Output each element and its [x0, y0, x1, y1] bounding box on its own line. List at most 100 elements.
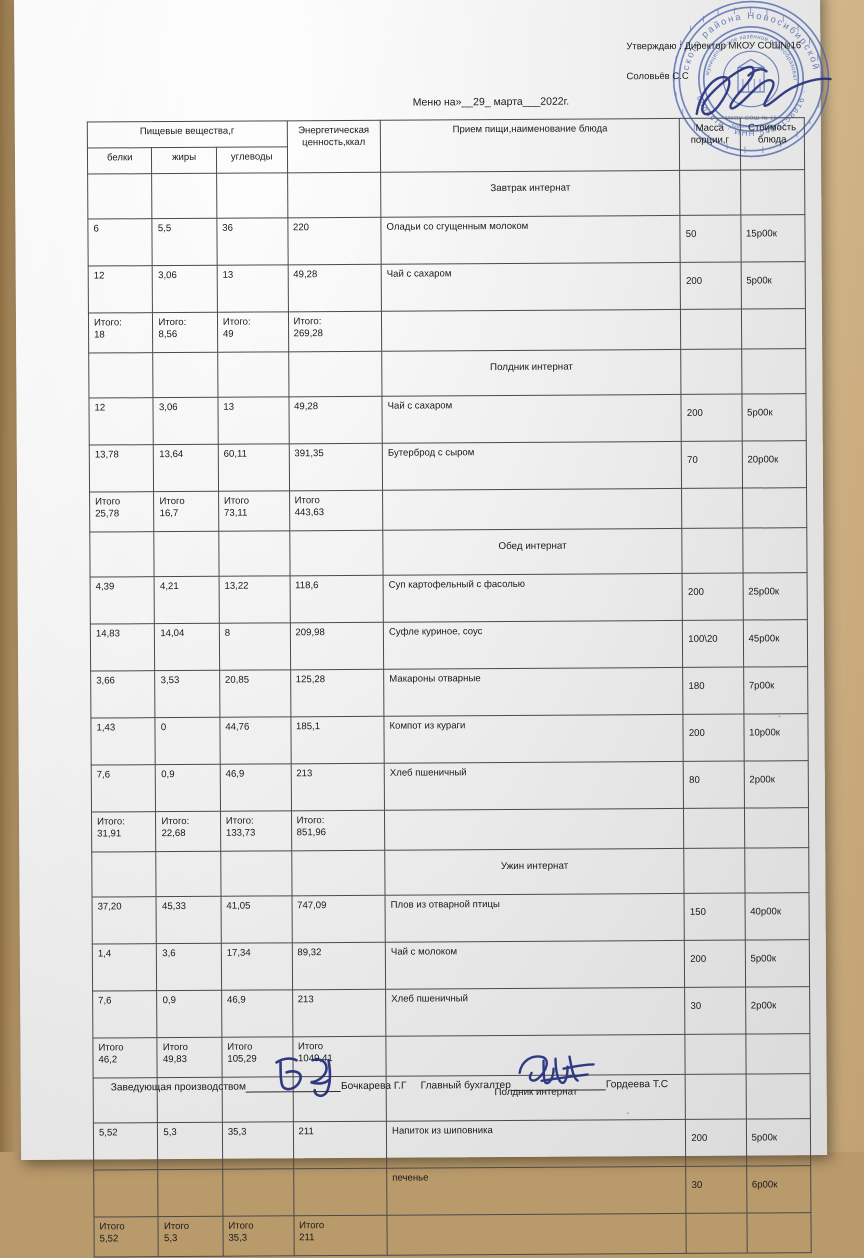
- cell-total-energy: Итого: 851,96: [291, 810, 385, 851]
- cell-price: 5р00к: [741, 393, 807, 442]
- cell-carbs: 46,9: [221, 989, 293, 1038]
- cell-energy: 49,28: [287, 264, 382, 312]
- cell-carbs-empty: [217, 351, 289, 398]
- cell-total-fats: Итого 5,3: [158, 1216, 224, 1257]
- cell-price-empty: [745, 1073, 811, 1120]
- cell-mass: 100\20: [682, 620, 744, 668]
- table-row: 4,39 4,21 13,22 118,6 Суп картофельный с фас…: [90, 572, 808, 625]
- cell-mass-empty: [684, 848, 745, 894]
- cell-price: 15р00к: [740, 214, 806, 263]
- cell-price-empty: [742, 527, 808, 574]
- cell-dish: Макароны отварные: [383, 667, 684, 717]
- cell-proteins: 3,66: [90, 670, 156, 719]
- cell-proteins: 1,4: [92, 943, 158, 992]
- cell-total-fats: Итого: 22,68: [155, 811, 221, 852]
- meal-title-3: Обед интернат: [382, 528, 683, 576]
- cell-fats: 3,6: [156, 943, 222, 991]
- cell-total-carbs: Итого 73,11: [218, 490, 290, 532]
- cell-energy: 213: [292, 989, 386, 1037]
- cell-mass: 200: [683, 714, 744, 762]
- cell-proteins: 14,83: [90, 623, 156, 672]
- cell-dish: Напиток из шиповника: [386, 1119, 686, 1169]
- cell-dish: Суфле куриное, соус: [383, 620, 683, 670]
- table-row: печенье 30 6р00к: [93, 1165, 811, 1218]
- cell-proteins-empty: [89, 531, 155, 578]
- cell-total-dish: [387, 1213, 687, 1256]
- approval-line-1: Утверждаю : Директор МКОУ СОШ№16: [626, 40, 802, 53]
- cell-energy-empty: [289, 530, 384, 576]
- footer-name-2: Гордеева Т.С: [605, 1079, 669, 1091]
- cell-price: 2р00к: [745, 986, 810, 1035]
- meal-title-row: Ужин интернат: [91, 847, 810, 898]
- cell-carbs: 41,05: [220, 895, 292, 944]
- table-row: 5,52 5,3 35,3 211 Напиток из шиповника 200 5р0…: [93, 1118, 811, 1171]
- table-row: 1,4 3,6 17,34 89,32 Чай с молоком 200 5р00к: [92, 939, 810, 992]
- cell-carbs: 46,9: [220, 763, 292, 812]
- cell-energy: 89,32: [291, 942, 386, 990]
- cell-energy: 209,98: [289, 622, 384, 670]
- cell-carbs: 13: [217, 264, 288, 313]
- cell-energy: 125,28: [290, 669, 384, 717]
- cell-fats: 0: [155, 717, 221, 765]
- cell-proteins-empty: [87, 173, 153, 220]
- cell-carbs-empty: [220, 850, 292, 897]
- cell-mass-empty: [679, 170, 741, 216]
- production-manager-signature: [275, 1057, 332, 1098]
- cell-mass: 50: [680, 215, 741, 263]
- cell-carbs: [222, 1168, 294, 1217]
- cell-total-price: [742, 487, 807, 529]
- footer-name-1: Бочкарева Г.Г: [340, 1080, 407, 1093]
- cell-proteins: 5,52: [93, 1122, 159, 1171]
- paper-speck: [626, 1112, 629, 1115]
- cell-mass-empty: [685, 1074, 746, 1120]
- cell-carbs-empty: [216, 172, 288, 219]
- cell-mass: 30: [685, 1166, 747, 1214]
- header-price: Стоимость блюда: [739, 117, 805, 171]
- cell-dish: Оладьи со сгущенным молоком: [380, 215, 681, 265]
- cell-dish: Компот из кураги: [383, 714, 684, 764]
- signature-line-1: [245, 1080, 341, 1093]
- menu-date-line: Меню на»__29_ марта___2022г.: [412, 95, 570, 109]
- cell-carbs: 20,85: [219, 669, 291, 718]
- approval-block: Утверждаю : Директор МКОУ СОШ№16 Соловьё…: [626, 40, 846, 82]
- cell-proteins-empty: [88, 352, 154, 399]
- cell-energy: 747,09: [291, 895, 386, 943]
- cell-proteins: 6: [87, 218, 153, 267]
- cell-proteins: 37,20: [92, 896, 157, 945]
- meal-title-row: Обед интернат: [89, 527, 808, 578]
- cell-proteins: 4,39: [90, 576, 155, 625]
- cell-dish: Бутерброд с сыром: [382, 441, 682, 491]
- cell-proteins: 7,6: [92, 990, 158, 1039]
- menu-table-body: Завтрак интернат 6 5,5 36 220 Оладьи со сгуще…: [87, 169, 812, 1258]
- cell-dish: Плов из отварной птицы: [385, 893, 685, 943]
- meal-title-row: Полдник интернат: [88, 348, 806, 399]
- cell-total-proteins: Итого: 18: [88, 312, 154, 354]
- cell-total-carbs: Итого: 133,73: [220, 810, 292, 852]
- cell-mass-empty: [682, 528, 743, 574]
- cell-carbs: 17,34: [221, 942, 293, 991]
- cell-proteins: 12: [88, 397, 154, 446]
- total-row: Итого 46,2 Итого 49,83 Итого 105,29 Итого 1049,…: [92, 1033, 811, 1079]
- cell-energy: 118,6: [289, 575, 384, 623]
- header-dish: Прием пищи,наименование блюда: [380, 118, 680, 173]
- cell-dish: Чай с сахаром: [381, 262, 681, 312]
- cell-mass: 80: [683, 761, 745, 809]
- meal-title-2: Полдник интернат: [381, 349, 682, 397]
- header-fats: жиры: [151, 147, 217, 174]
- cell-carbs: 13: [217, 396, 289, 445]
- cell-dish: печенье: [386, 1166, 687, 1216]
- table-row: 3,66 3,53 20,85 125,28 Макароны отварные 180 7…: [90, 666, 808, 719]
- cell-total-price: [744, 807, 809, 849]
- cell-total-proteins: Итого 46,2: [92, 1037, 158, 1079]
- cell-energy: 49,28: [288, 396, 383, 444]
- cell-mass: 150: [684, 893, 745, 941]
- cell-total-proteins: Итого 25,78: [89, 491, 155, 533]
- cell-fats-empty: [156, 851, 221, 897]
- cell-total-dish: [382, 488, 683, 531]
- cell-total-energy: Итого: 269,28: [287, 311, 382, 352]
- table-row: 12 3,06 13 49,28 Чай с сахаром 200 5р00к: [88, 261, 806, 314]
- cell-fats: 45,33: [156, 896, 222, 944]
- chief-accountant-signature: [518, 1055, 595, 1085]
- cell-energy: [293, 1168, 388, 1216]
- cell-proteins: 1,43: [90, 717, 156, 766]
